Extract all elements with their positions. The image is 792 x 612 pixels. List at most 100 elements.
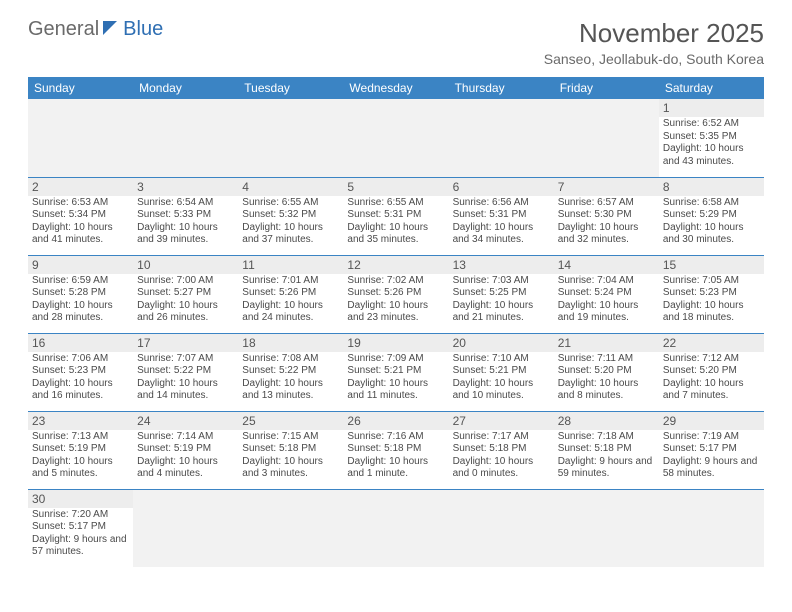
weekday-header: Friday bbox=[554, 77, 659, 99]
weekday-header: Sunday bbox=[28, 77, 133, 99]
day-daylight: Daylight: 9 hours and 58 minutes. bbox=[663, 456, 760, 481]
calendar-row: 16Sunrise: 7:06 AMSunset: 5:23 PMDayligh… bbox=[28, 333, 764, 411]
day-sunset: Sunset: 5:17 PM bbox=[32, 521, 129, 534]
weekday-header: Thursday bbox=[449, 77, 554, 99]
day-info: Sunrise: 7:02 AMSunset: 5:26 PMDaylight:… bbox=[343, 274, 448, 328]
day-daylight: Daylight: 10 hours and 0 minutes. bbox=[453, 456, 550, 481]
day-sunset: Sunset: 5:18 PM bbox=[453, 443, 550, 456]
day-sunset: Sunset: 5:23 PM bbox=[663, 287, 760, 300]
calendar-cell: 25Sunrise: 7:15 AMSunset: 5:18 PMDayligh… bbox=[238, 411, 343, 489]
day-number: 2 bbox=[28, 178, 133, 196]
day-sunset: Sunset: 5:35 PM bbox=[663, 131, 760, 144]
day-sunrise: Sunrise: 7:12 AM bbox=[663, 353, 760, 366]
day-sunset: Sunset: 5:24 PM bbox=[558, 287, 655, 300]
day-sunset: Sunset: 5:22 PM bbox=[137, 365, 234, 378]
day-sunset: Sunset: 5:21 PM bbox=[347, 365, 444, 378]
day-sunrise: Sunrise: 7:10 AM bbox=[453, 353, 550, 366]
day-info: Sunrise: 7:08 AMSunset: 5:22 PMDaylight:… bbox=[238, 352, 343, 406]
weekday-header: Saturday bbox=[659, 77, 764, 99]
day-daylight: Daylight: 10 hours and 14 minutes. bbox=[137, 378, 234, 403]
calendar-cell-blank bbox=[449, 99, 554, 177]
calendar-cell-blank bbox=[238, 99, 343, 177]
day-info: Sunrise: 7:16 AMSunset: 5:18 PMDaylight:… bbox=[343, 430, 448, 484]
day-info: Sunrise: 6:53 AMSunset: 5:34 PMDaylight:… bbox=[28, 196, 133, 250]
day-daylight: Daylight: 10 hours and 18 minutes. bbox=[663, 300, 760, 325]
day-daylight: Daylight: 10 hours and 39 minutes. bbox=[137, 222, 234, 247]
day-info: Sunrise: 6:55 AMSunset: 5:32 PMDaylight:… bbox=[238, 196, 343, 250]
day-number: 20 bbox=[449, 334, 554, 352]
calendar-cell: 11Sunrise: 7:01 AMSunset: 5:26 PMDayligh… bbox=[238, 255, 343, 333]
day-sunset: Sunset: 5:20 PM bbox=[558, 365, 655, 378]
day-sunset: Sunset: 5:32 PM bbox=[242, 209, 339, 222]
day-sunset: Sunset: 5:23 PM bbox=[32, 365, 129, 378]
day-daylight: Daylight: 10 hours and 26 minutes. bbox=[137, 300, 234, 325]
day-sunrise: Sunrise: 6:55 AM bbox=[347, 197, 444, 210]
day-number: 8 bbox=[659, 178, 764, 196]
day-sunset: Sunset: 5:22 PM bbox=[242, 365, 339, 378]
day-daylight: Daylight: 10 hours and 41 minutes. bbox=[32, 222, 129, 247]
calendar-cell-blank bbox=[449, 489, 554, 567]
day-sunrise: Sunrise: 7:18 AM bbox=[558, 431, 655, 444]
title-block: November 2025 Sanseo, Jeollabuk-do, Sout… bbox=[544, 18, 764, 67]
day-sunrise: Sunrise: 7:19 AM bbox=[663, 431, 760, 444]
calendar-cell-blank bbox=[554, 489, 659, 567]
day-sunset: Sunset: 5:27 PM bbox=[137, 287, 234, 300]
day-daylight: Daylight: 10 hours and 19 minutes. bbox=[558, 300, 655, 325]
calendar-table: SundayMondayTuesdayWednesdayThursdayFrid… bbox=[28, 77, 764, 567]
location-subtitle: Sanseo, Jeollabuk-do, South Korea bbox=[544, 51, 764, 67]
day-number: 19 bbox=[343, 334, 448, 352]
calendar-cell-blank bbox=[238, 489, 343, 567]
logo: General Blue bbox=[28, 18, 163, 41]
flag-icon bbox=[103, 18, 121, 41]
day-info: Sunrise: 7:11 AMSunset: 5:20 PMDaylight:… bbox=[554, 352, 659, 406]
day-sunrise: Sunrise: 6:54 AM bbox=[137, 197, 234, 210]
day-number: 17 bbox=[133, 334, 238, 352]
day-daylight: Daylight: 10 hours and 16 minutes. bbox=[32, 378, 129, 403]
day-number: 26 bbox=[343, 412, 448, 430]
day-info: Sunrise: 7:05 AMSunset: 5:23 PMDaylight:… bbox=[659, 274, 764, 328]
day-daylight: Daylight: 10 hours and 10 minutes. bbox=[453, 378, 550, 403]
day-number: 13 bbox=[449, 256, 554, 274]
day-sunrise: Sunrise: 7:06 AM bbox=[32, 353, 129, 366]
day-sunset: Sunset: 5:34 PM bbox=[32, 209, 129, 222]
day-number: 15 bbox=[659, 256, 764, 274]
day-daylight: Daylight: 10 hours and 30 minutes. bbox=[663, 222, 760, 247]
calendar-cell: 7Sunrise: 6:57 AMSunset: 5:30 PMDaylight… bbox=[554, 177, 659, 255]
calendar-cell-blank bbox=[554, 99, 659, 177]
day-sunrise: Sunrise: 6:52 AM bbox=[663, 118, 760, 131]
day-number: 22 bbox=[659, 334, 764, 352]
day-info: Sunrise: 6:57 AMSunset: 5:30 PMDaylight:… bbox=[554, 196, 659, 250]
calendar-cell: 15Sunrise: 7:05 AMSunset: 5:23 PMDayligh… bbox=[659, 255, 764, 333]
calendar-row: 9Sunrise: 6:59 AMSunset: 5:28 PMDaylight… bbox=[28, 255, 764, 333]
day-info: Sunrise: 7:12 AMSunset: 5:20 PMDaylight:… bbox=[659, 352, 764, 406]
calendar-cell: 3Sunrise: 6:54 AMSunset: 5:33 PMDaylight… bbox=[133, 177, 238, 255]
day-daylight: Daylight: 10 hours and 7 minutes. bbox=[663, 378, 760, 403]
month-title: November 2025 bbox=[544, 18, 764, 49]
calendar-cell: 9Sunrise: 6:59 AMSunset: 5:28 PMDaylight… bbox=[28, 255, 133, 333]
calendar-cell-blank bbox=[133, 489, 238, 567]
day-sunrise: Sunrise: 7:07 AM bbox=[137, 353, 234, 366]
day-number: 3 bbox=[133, 178, 238, 196]
day-sunset: Sunset: 5:17 PM bbox=[663, 443, 760, 456]
day-daylight: Daylight: 10 hours and 13 minutes. bbox=[242, 378, 339, 403]
day-sunrise: Sunrise: 7:03 AM bbox=[453, 275, 550, 288]
day-sunset: Sunset: 5:28 PM bbox=[32, 287, 129, 300]
day-daylight: Daylight: 10 hours and 5 minutes. bbox=[32, 456, 129, 481]
day-info: Sunrise: 7:15 AMSunset: 5:18 PMDaylight:… bbox=[238, 430, 343, 484]
calendar-cell: 8Sunrise: 6:58 AMSunset: 5:29 PMDaylight… bbox=[659, 177, 764, 255]
day-sunrise: Sunrise: 7:13 AM bbox=[32, 431, 129, 444]
calendar-cell: 26Sunrise: 7:16 AMSunset: 5:18 PMDayligh… bbox=[343, 411, 448, 489]
day-daylight: Daylight: 10 hours and 32 minutes. bbox=[558, 222, 655, 247]
calendar-cell: 4Sunrise: 6:55 AMSunset: 5:32 PMDaylight… bbox=[238, 177, 343, 255]
day-daylight: Daylight: 10 hours and 4 minutes. bbox=[137, 456, 234, 481]
day-daylight: Daylight: 10 hours and 21 minutes. bbox=[453, 300, 550, 325]
day-sunset: Sunset: 5:31 PM bbox=[347, 209, 444, 222]
calendar-cell: 27Sunrise: 7:17 AMSunset: 5:18 PMDayligh… bbox=[449, 411, 554, 489]
calendar-cell: 16Sunrise: 7:06 AMSunset: 5:23 PMDayligh… bbox=[28, 333, 133, 411]
day-info: Sunrise: 7:13 AMSunset: 5:19 PMDaylight:… bbox=[28, 430, 133, 484]
calendar-row: 1Sunrise: 6:52 AMSunset: 5:35 PMDaylight… bbox=[28, 99, 764, 177]
day-sunrise: Sunrise: 7:02 AM bbox=[347, 275, 444, 288]
day-sunrise: Sunrise: 6:59 AM bbox=[32, 275, 129, 288]
calendar-cell: 20Sunrise: 7:10 AMSunset: 5:21 PMDayligh… bbox=[449, 333, 554, 411]
day-sunset: Sunset: 5:18 PM bbox=[558, 443, 655, 456]
